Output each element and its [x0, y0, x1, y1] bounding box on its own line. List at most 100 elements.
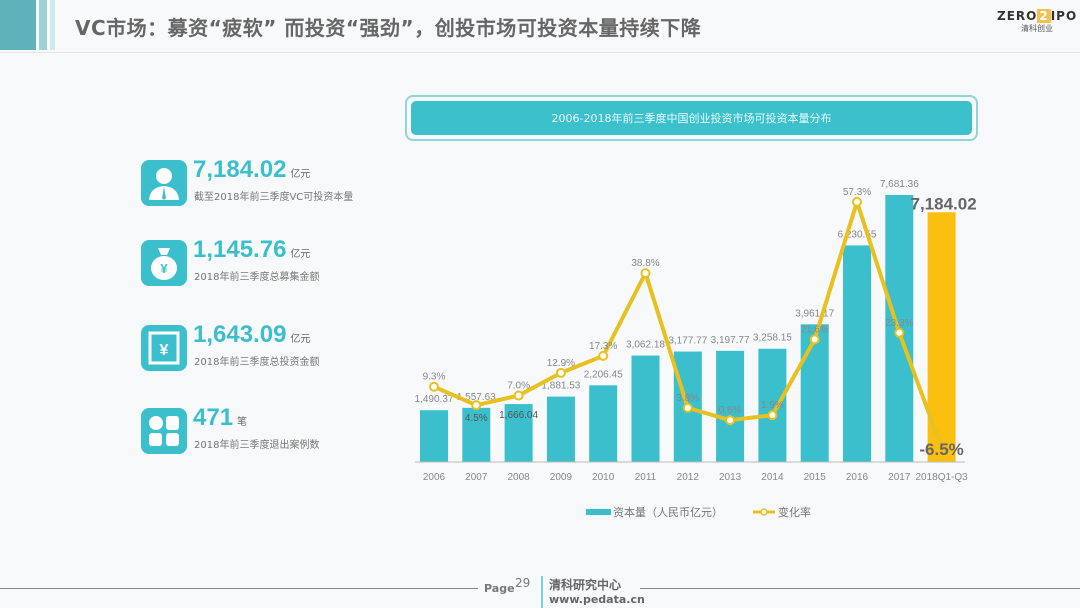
legend-label: 资本量（人民币亿元） [613, 505, 723, 519]
line-value-label: 17.3% [589, 341, 617, 352]
bar-value-label: 1,666.04 [499, 410, 538, 421]
logo-text: ZERO 2 IPO [997, 9, 1078, 23]
line-point [598, 350, 609, 361]
bar [758, 348, 787, 462]
line-point [429, 381, 439, 392]
bar-value-label: 1,881.53 [541, 381, 580, 392]
header-decoration [0, 0, 36, 50]
footer-separator [541, 576, 543, 608]
person-icon [141, 160, 187, 206]
line-point [725, 415, 736, 426]
stat-unit: 笔 [237, 417, 248, 428]
page-label: Page [484, 582, 515, 595]
grid-icon [141, 408, 187, 454]
bar [504, 404, 533, 462]
x-tick-label: 2012 [677, 472, 700, 483]
line-point [555, 367, 566, 378]
bar-value-label: 3,961.17 [795, 308, 834, 319]
x-tick-label: 2015 [804, 472, 827, 483]
line-value-label: -6.5% [919, 440, 963, 459]
bar-value-label: 1,557.63 [457, 392, 496, 403]
bar-value-label: 6,230.55 [838, 229, 877, 240]
stat-value: 471 [193, 404, 234, 431]
line-point [682, 402, 693, 413]
line-value-label: 3.8% [676, 393, 699, 404]
x-tick-label: 2006 [423, 472, 446, 483]
page-number: 29 [515, 576, 531, 590]
bar-value-label: 3,197.77 [711, 335, 750, 346]
bar [843, 245, 871, 462]
footer-divider [0, 588, 478, 589]
stat-unit: 亿元 [290, 334, 311, 345]
bar [589, 385, 618, 462]
x-tick-label: 2016 [846, 472, 869, 483]
footer-url: www.pedata.cn [549, 593, 645, 606]
stat-desc: 2018年前三季度总投资金额 [194, 357, 320, 368]
bar-value-label: 1,490.37 [415, 394, 454, 405]
line-value-label: 4.5% [465, 413, 488, 424]
line-point [471, 400, 482, 411]
line-point [640, 268, 651, 279]
line-value-label: 7.0% [507, 381, 530, 392]
bar-value-label: 7,184.02 [911, 194, 977, 213]
line-point [852, 196, 862, 207]
footer-divider [640, 588, 1080, 589]
stat-desc: 2018年前三季度退出案例数 [194, 440, 320, 451]
bar [716, 350, 745, 462]
x-tick-label: 2013 [719, 472, 742, 483]
line-value-label: 0.6% [719, 405, 742, 416]
line-value-label: 38.8% [631, 258, 659, 269]
bar-value-label: 3,258.15 [753, 333, 792, 344]
bar-value-label: 2,206.45 [584, 369, 623, 380]
legend-swatch-bar [586, 509, 611, 515]
stat-unit: 亿元 [290, 249, 311, 260]
stat-desc: 截至2018年前三季度VC可投资本量 [194, 192, 354, 203]
bar [800, 324, 829, 462]
stat-value: 1,643.09 [193, 321, 287, 348]
legend-swatch-point [760, 508, 768, 516]
x-tick-label: 2018Q1-Q3 [915, 472, 968, 483]
bar [462, 407, 491, 462]
header-divider [0, 52, 1080, 53]
chart-title: 2006-2018年前三季度中国创业投资市场可投资本量分布 [411, 101, 972, 135]
line-value-label: 12.9% [547, 358, 575, 369]
line-value-label: 9.3% [423, 372, 446, 383]
bar-value-label: 3,177.77 [668, 336, 707, 347]
line-value-label: 23.3% [885, 318, 913, 329]
footer-org: 清科研究中心 [549, 578, 622, 592]
x-tick-label: 2011 [635, 472, 657, 483]
line-point [894, 327, 905, 338]
bar-value-label: 3,062.18 [626, 340, 665, 351]
money-bag-icon: ¥ [141, 240, 187, 286]
stat-desc: 2018年前三季度总募集金额 [194, 272, 320, 283]
stat-value: 7,184.02 [193, 156, 287, 183]
legend-label: 变化率 [778, 505, 811, 519]
logo-sub: 清科创业 [1021, 24, 1053, 33]
x-tick-label: 2009 [550, 472, 573, 483]
logo: ZERO 2 IPO 清科创业 [997, 9, 1077, 34]
yen-icon: ¥ [141, 325, 187, 371]
x-tick-label: 2017 [888, 472, 911, 483]
line-point [513, 390, 524, 401]
header-decoration [39, 0, 47, 50]
bar-value-label: 7,681.36 [880, 179, 919, 190]
stat-unit: 亿元 [290, 169, 311, 180]
line-point [767, 410, 778, 421]
line-value-label: 57.3% [843, 187, 871, 198]
svg-text:¥: ¥ [160, 342, 169, 359]
bar [546, 396, 575, 462]
header-decoration [50, 0, 55, 50]
x-tick-label: 2014 [761, 472, 784, 483]
line-value-label: 1.9% [761, 400, 784, 411]
stat-value: 1,145.76 [193, 236, 287, 263]
x-tick-label: 2010 [592, 472, 615, 483]
bar [420, 410, 448, 462]
bar [631, 355, 660, 462]
chart-title-box: 2006-2018年前三季度中国创业投资市场可投资本量分布 [405, 95, 978, 141]
x-tick-label: 2007 [465, 472, 488, 483]
page-title: VC市场：募资“疲软” 而投资“强劲”，创投市场可投资本量持续下降 [75, 16, 702, 40]
svg-text:¥: ¥ [160, 261, 168, 276]
x-tick-label: 2008 [507, 472, 530, 483]
line-point [809, 334, 820, 345]
